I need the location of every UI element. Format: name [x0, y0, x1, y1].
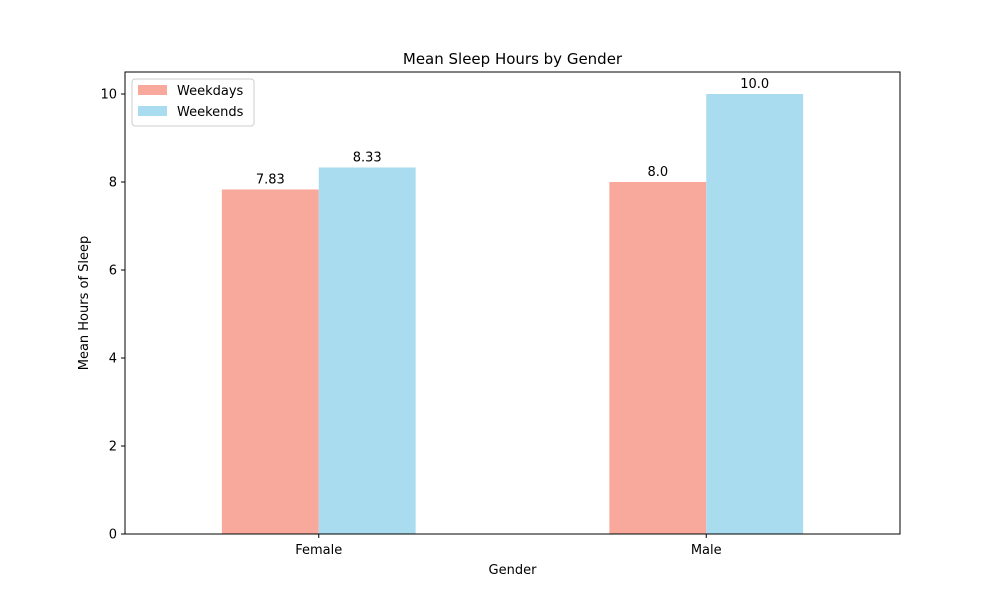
bar-weekends-female	[318, 167, 416, 535]
y-tick-label: 2	[109, 440, 117, 455]
y-tick-label: 8	[109, 176, 117, 191]
y-tick-label: 4	[109, 352, 117, 367]
bars-layer	[221, 94, 804, 535]
x-axis-label: Gender	[489, 563, 538, 578]
legend: Weekdays Weekends	[131, 78, 255, 127]
y-axis-label: Mean Hours of Sleep	[77, 236, 92, 371]
bar-weekends-male	[706, 94, 804, 534]
plot-area-frame	[124, 71, 901, 535]
bar-weekdays-female	[221, 189, 319, 535]
bar-value-label: 8.33	[353, 150, 382, 165]
y-tick-label: 6	[109, 264, 117, 279]
legend-label-weekends: Weekends	[177, 105, 244, 120]
y-axis-ticks: 0 2 4 6 8 10	[100, 88, 125, 543]
legend-label-weekdays: Weekdays	[177, 84, 244, 99]
bar-labels-layer: 7.83 8.0 8.33 10.0	[256, 77, 769, 187]
bar-value-label: 8.0	[647, 165, 668, 180]
chart-title: Mean Sleep Hours by Gender	[403, 50, 623, 68]
x-tick-label-female: Female	[295, 543, 342, 558]
x-tick-label-male: Male	[691, 543, 722, 558]
y-tick-label: 10	[100, 88, 117, 103]
y-tick-label: 0	[109, 528, 117, 543]
bar-value-label: 10.0	[740, 77, 769, 92]
bar-weekdays-male	[609, 182, 707, 534]
x-axis-ticks: Female Male	[295, 534, 722, 558]
bar-value-label: 7.83	[256, 172, 285, 187]
legend-swatch-weekdays	[138, 85, 167, 95]
legend-swatch-weekends	[138, 106, 167, 116]
